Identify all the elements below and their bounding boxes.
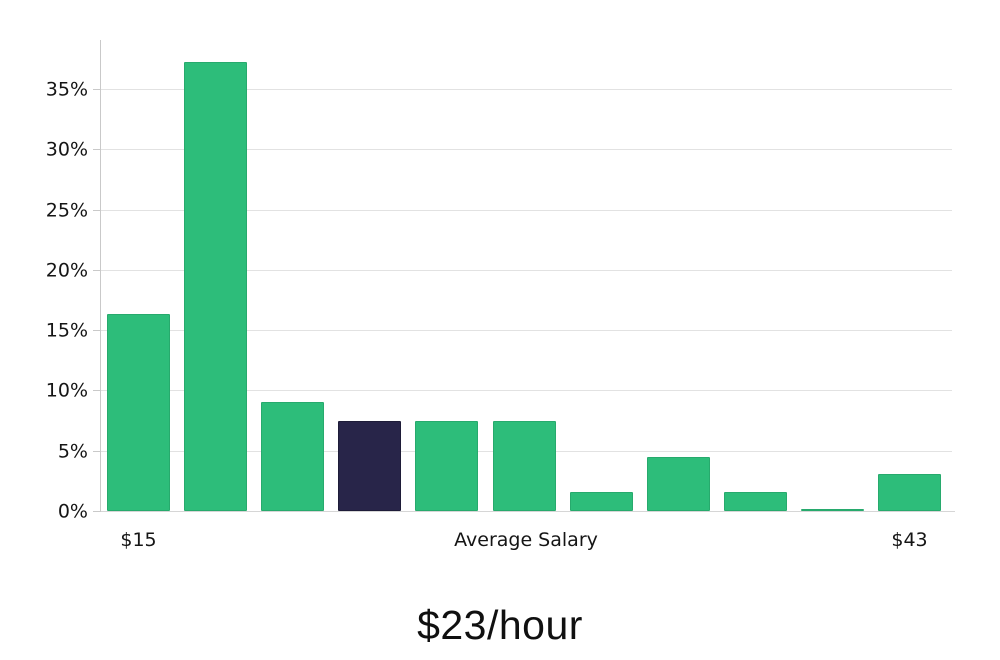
y-tick-label: 25% — [45, 199, 88, 222]
bar — [724, 492, 787, 511]
bar — [878, 474, 941, 511]
x-tick-label-min: $15 — [120, 529, 157, 551]
x-axis-title: Average Salary — [454, 529, 598, 551]
bar-highlighted — [338, 421, 401, 511]
y-tick-mark — [93, 270, 100, 271]
y-axis-line — [100, 40, 101, 512]
y-tick-mark — [93, 210, 100, 211]
gridline — [101, 270, 952, 271]
y-tick-mark — [93, 451, 100, 452]
bar — [415, 421, 478, 511]
bar — [261, 402, 324, 511]
y-tick-mark — [93, 511, 100, 512]
y-tick-mark — [93, 390, 100, 391]
gridline — [101, 210, 952, 211]
bar — [107, 314, 170, 511]
y-tick-mark — [93, 89, 100, 90]
plot-area: 0% 5% 10% 15% 20% 25% 30% 35% — [46, 40, 955, 521]
y-tick-label: 30% — [45, 138, 88, 161]
bar — [184, 62, 247, 511]
y-tick-label: 0% — [57, 500, 88, 523]
bar — [801, 509, 864, 511]
chart-title: $23/hour — [417, 602, 583, 648]
gridline — [101, 149, 952, 150]
x-axis-labels: $15 Average Salary $43 — [0, 529, 1000, 555]
y-tick-mark — [93, 149, 100, 150]
x-axis-line — [100, 511, 955, 512]
y-tick-label: 10% — [45, 379, 88, 402]
y-tick-mark — [93, 330, 100, 331]
gridline — [101, 330, 952, 331]
y-tick-label: 5% — [57, 440, 88, 463]
bar — [570, 492, 633, 511]
y-tick-label: 35% — [45, 78, 88, 101]
y-tick-label: 20% — [45, 259, 88, 282]
x-tick-label-max: $43 — [891, 529, 928, 551]
gridline — [101, 89, 952, 90]
bar — [493, 421, 556, 511]
gridline — [101, 390, 952, 391]
y-tick-label: 15% — [45, 319, 88, 342]
bar — [647, 457, 710, 511]
